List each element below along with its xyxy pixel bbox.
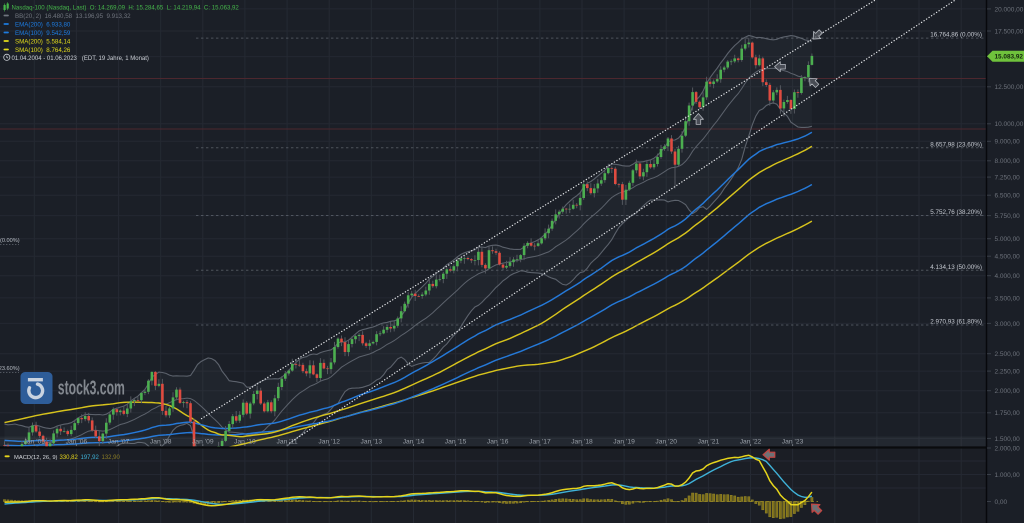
- svg-text:Jan ’08: Jan ’08: [150, 438, 172, 445]
- svg-text:Jan ’15: Jan ’15: [445, 438, 467, 445]
- svg-text:BB(20, 2) 16.480,58 13.196,9: BB(20, 2) 16.480,58 13.196,95 9.913,32: [15, 13, 131, 20]
- svg-text:Jan ’17: Jan ’17: [529, 438, 551, 445]
- svg-text:Jan ’21: Jan ’21: [698, 438, 720, 445]
- svg-text:132,90: 132,90: [102, 455, 121, 461]
- svg-text:10.000,00: 10.000,00: [995, 121, 1024, 128]
- svg-text:3.500,00: 3.500,00: [995, 295, 1021, 302]
- svg-text:Jan ’22: Jan ’22: [740, 438, 762, 445]
- svg-text:330,82: 330,82: [60, 455, 79, 461]
- svg-text:01.04.2004 - 01.06.2023 (EDT: 01.04.2004 - 01.06.2023 (EDT, 19 Jahre, …: [12, 56, 149, 62]
- svg-text:Nasdaq-100 (Nasdaq, Last) O:: Nasdaq-100 (Nasdaq, Last) O: 14.269,09 H…: [12, 5, 240, 12]
- svg-text:2.000,00: 2.000,00: [995, 445, 1021, 452]
- svg-text:17.500,00: 17.500,00: [995, 28, 1024, 35]
- svg-text:2.000,00: 2.000,00: [995, 388, 1021, 395]
- svg-text:16.764,86 (0.00%): 16.764,86 (0.00%): [930, 32, 982, 39]
- svg-text:Jan ’11: Jan ’11: [277, 438, 298, 445]
- svg-text:6.500,00: 6.500,00: [995, 193, 1021, 200]
- svg-text:8.657,98 (23.60%): 8.657,98 (23.60%): [930, 141, 982, 148]
- svg-text:SMA(100) 8.764,26: SMA(100) 8.764,26: [15, 47, 71, 54]
- svg-text:EMA(100) 9.542,59: EMA(100) 9.542,59: [15, 30, 71, 37]
- svg-text:5.000,00: 5.000,00: [995, 236, 1021, 243]
- svg-text:Jan ’12: Jan ’12: [318, 438, 340, 445]
- svg-text:20.000,00: 20.000,00: [995, 6, 1024, 13]
- svg-text:Jan ’10: Jan ’10: [234, 438, 256, 445]
- svg-text:MACD(12, 26, 9): MACD(12, 26, 9): [14, 455, 58, 461]
- svg-text:Jan ’06: Jan ’06: [66, 438, 88, 445]
- svg-text:12.500,00: 12.500,00: [995, 84, 1024, 91]
- svg-text:Jan ’13: Jan ’13: [361, 438, 383, 445]
- svg-text:(0.00%): (0.00%): [0, 238, 20, 244]
- svg-text:2.250,00: 2.250,00: [995, 369, 1021, 376]
- svg-text:Jan ’20: Jan ’20: [655, 438, 677, 445]
- svg-text:1.500,00: 1.500,00: [995, 436, 1021, 443]
- svg-text:Jan ’05: Jan ’05: [24, 438, 46, 445]
- svg-text:4.134,13 (50.00%): 4.134,13 (50.00%): [930, 264, 982, 271]
- svg-text:4.500,00: 4.500,00: [995, 254, 1021, 261]
- svg-text:Jan ’07: Jan ’07: [108, 438, 130, 445]
- svg-text:15.083,92: 15.083,92: [995, 54, 1024, 61]
- svg-text:1.000,00: 1.000,00: [995, 472, 1021, 479]
- svg-text:Jan ’14: Jan ’14: [403, 438, 425, 445]
- svg-text:SMA(200) 5.584,14: SMA(200) 5.584,14: [15, 39, 71, 46]
- svg-text:0,00: 0,00: [995, 499, 1008, 506]
- svg-text:3.000,00: 3.000,00: [995, 321, 1021, 328]
- svg-text:Jan ’18: Jan ’18: [571, 438, 593, 445]
- svg-text:2.500,00: 2.500,00: [995, 351, 1021, 358]
- svg-text:9.000,00: 9.000,00: [995, 139, 1021, 146]
- svg-text:2.970,93 (61.80%): 2.970,93 (61.80%): [930, 319, 982, 326]
- svg-text:5.750,00: 5.750,00: [995, 213, 1021, 220]
- svg-text:(23.60%): (23.60%): [0, 366, 20, 372]
- svg-text:stock3.com: stock3.com: [58, 376, 125, 399]
- svg-text:4.000,00: 4.000,00: [995, 273, 1021, 280]
- svg-text:8.000,00: 8.000,00: [995, 158, 1021, 165]
- svg-text:Jan ’23: Jan ’23: [782, 438, 804, 445]
- svg-text:1.750,00: 1.750,00: [995, 410, 1021, 417]
- svg-text:EMA(200) 6.933,80: EMA(200) 6.933,80: [15, 22, 71, 29]
- svg-text:197,92: 197,92: [81, 455, 100, 461]
- svg-text:5.752,76 (38.20%): 5.752,76 (38.20%): [930, 209, 982, 216]
- svg-text:Jan ’09: Jan ’09: [192, 438, 214, 445]
- svg-text:Jan ’19: Jan ’19: [613, 438, 635, 445]
- svg-text:Jan ’16: Jan ’16: [487, 438, 509, 445]
- svg-text:7.250,00: 7.250,00: [995, 175, 1021, 182]
